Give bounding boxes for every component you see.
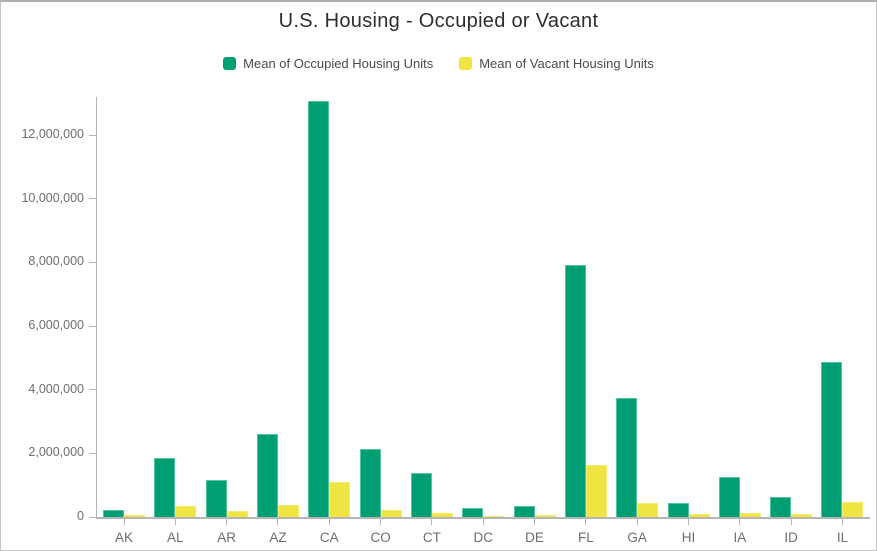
- y-axis-tick-label: 2,000,000: [28, 445, 84, 460]
- bar-vacant-id[interactable]: [791, 514, 813, 517]
- x-axis-tick: [636, 519, 638, 525]
- x-axis-tick: [585, 519, 587, 525]
- plot-area: 0 2,000,000 4,000,000 6,000,000 8,000,000 10,…: [21, 97, 870, 545]
- bar-vacant-az[interactable]: [277, 505, 299, 517]
- bar-occupied-id[interactable]: [770, 497, 792, 517]
- x-axis-tick: [841, 519, 843, 525]
- x-axis-tick: [739, 519, 741, 525]
- legend-item-label: Mean of Occupied Housing Units: [243, 56, 434, 71]
- bar-vacant-de[interactable]: [534, 515, 556, 517]
- x-axis-label-ak: AK: [114, 530, 133, 545]
- chart-title: U.S. Housing - Occupied or Vacant: [278, 10, 599, 32]
- bar-occupied-dc[interactable]: [462, 508, 484, 517]
- x-axis-label-fl: FL: [577, 530, 594, 545]
- bar-vacant-fl[interactable]: [585, 465, 607, 517]
- bar-group-fl: [564, 97, 607, 517]
- bar-occupied-il[interactable]: [821, 362, 843, 517]
- bar-occupied-de[interactable]: [513, 506, 535, 517]
- y-axis-tick-label: 4,000,000: [28, 381, 84, 396]
- legend-swatch-icon: [459, 57, 473, 70]
- x-axis-label-ia: IA: [733, 530, 747, 545]
- x-axis-label-hi: HI: [681, 530, 696, 545]
- bar-group-ar: [205, 97, 248, 517]
- x-axis-tick: [174, 519, 176, 525]
- bar-group-de: [513, 97, 556, 517]
- x-axis-tick: [226, 519, 228, 525]
- bar-occupied-ar[interactable]: [205, 480, 227, 517]
- y-axis-tick: [89, 516, 96, 518]
- x-axis-label-al: AL: [167, 530, 184, 545]
- bar-occupied-fl[interactable]: [564, 265, 586, 517]
- y-axis-tick: [89, 325, 96, 327]
- y-axis-tick: [89, 389, 96, 391]
- bar-vacant-ga[interactable]: [637, 503, 659, 517]
- bar-occupied-co[interactable]: [359, 449, 381, 517]
- y-axis-tick: [89, 452, 96, 454]
- bar-vacant-ca[interactable]: [329, 482, 351, 517]
- x-axis-label-il: IL: [836, 530, 849, 545]
- x-axis-tick: [328, 519, 330, 525]
- y-axis-tick-label: 8,000,000: [28, 254, 84, 269]
- y-axis-tick-label: 6,000,000: [28, 318, 84, 333]
- bar-occupied-ia[interactable]: [718, 477, 740, 517]
- x-axis-tick: [790, 519, 792, 525]
- x-axis-tick: [688, 519, 690, 525]
- y-axis-tick-label: 10,000,000: [21, 190, 84, 205]
- x-axis-tick: [123, 519, 125, 525]
- y-axis-tick-label: 12,000,000: [21, 127, 84, 142]
- legend-swatch-icon: [223, 57, 237, 70]
- x-axis-label-dc: DC: [473, 530, 493, 545]
- x-axis-tick: [380, 519, 382, 525]
- x-axis-tick: [534, 519, 536, 525]
- bar-vacant-ar[interactable]: [226, 511, 248, 517]
- bar-group-az: [256, 97, 299, 517]
- x-axis-tick: [431, 519, 433, 525]
- bar-vacant-al[interactable]: [175, 506, 197, 517]
- bar-group-id: [770, 97, 813, 517]
- bar-occupied-ak[interactable]: [103, 510, 124, 517]
- y-axis-tick: [89, 261, 96, 263]
- x-axis-label-id: ID: [784, 530, 798, 545]
- legend-item-occupied[interactable]: Mean of Occupied Housing Units: [223, 56, 433, 71]
- bar-vacant-ak[interactable]: [124, 515, 145, 517]
- legend: Mean of Occupied Housing Units Mean of Va…: [1, 56, 876, 71]
- legend-item-vacant[interactable]: Mean of Vacant Housing Units: [459, 56, 654, 71]
- bar-occupied-hi[interactable]: [667, 503, 689, 517]
- bar-group-co: [359, 97, 402, 517]
- x-axis-label-ca: CA: [319, 530, 339, 545]
- y-axis-tick: [89, 134, 96, 136]
- x-axis-label-de: DE: [525, 530, 544, 545]
- x-axis-tick: [277, 519, 279, 525]
- bar-group-il: [821, 97, 864, 517]
- bar-group-al: [154, 97, 197, 517]
- bar-occupied-ga[interactable]: [616, 398, 638, 517]
- y-axis-tick-label: 0: [77, 509, 84, 523]
- bar-group-ak: [103, 97, 145, 517]
- x-axis-label-ar: AR: [217, 530, 236, 545]
- bar-group-hi: [667, 97, 710, 517]
- bar-occupied-ct[interactable]: [410, 473, 432, 517]
- x-axis-label-ct: CT: [422, 530, 441, 545]
- y-axis-tick: [89, 198, 96, 200]
- bar-occupied-az[interactable]: [256, 434, 278, 517]
- bar-occupied-al[interactable]: [154, 458, 176, 517]
- x-axis-label-ga: GA: [627, 530, 647, 545]
- bar-group-dc: [462, 97, 505, 517]
- bar-group-ga: [616, 97, 659, 517]
- bar-vacant-ia[interactable]: [739, 513, 761, 517]
- bar-group-ia: [718, 97, 761, 517]
- bar-group-ca: [308, 97, 351, 517]
- bar-vacant-hi[interactable]: [688, 514, 710, 517]
- bar-vacant-ct[interactable]: [431, 513, 453, 517]
- x-axis-label-az: AZ: [269, 530, 287, 545]
- bar-vacant-dc[interactable]: [483, 516, 505, 517]
- bar-occupied-ca[interactable]: [308, 101, 330, 517]
- bar-group-ct: [410, 97, 453, 517]
- bar-vacant-il[interactable]: [842, 502, 864, 517]
- x-axis-tick: [482, 519, 484, 525]
- legend-item-label: Mean of Vacant Housing Units: [479, 56, 654, 71]
- bar-vacant-co[interactable]: [380, 510, 402, 517]
- x-axis-label-co: CO: [370, 530, 391, 545]
